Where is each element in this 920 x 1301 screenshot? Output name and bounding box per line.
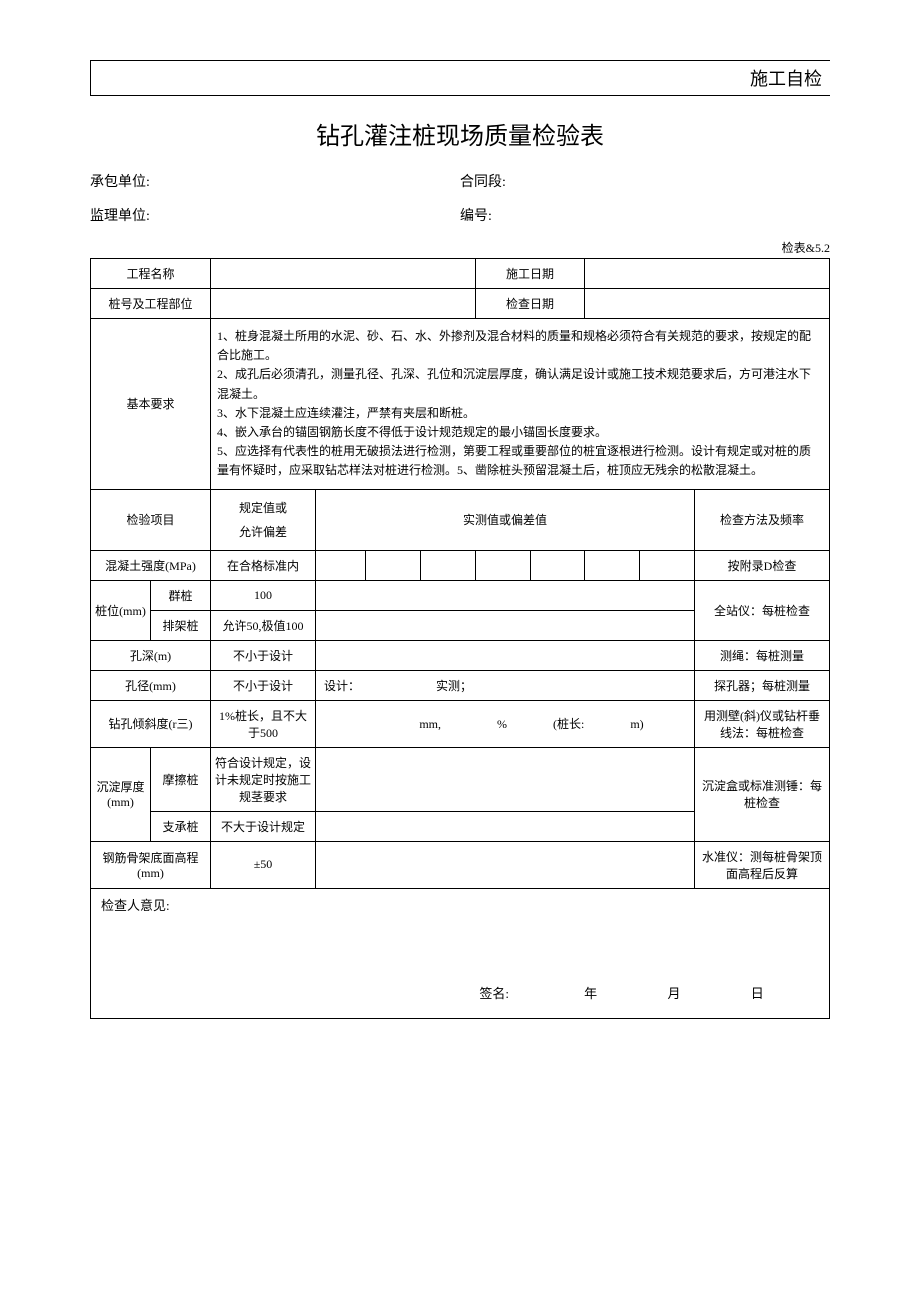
cell-construction-date-label: 施工日期 bbox=[475, 259, 585, 289]
signature-line: 签名: 年 月 日 bbox=[91, 983, 829, 1002]
inc-pilelen-close: m) bbox=[630, 717, 643, 731]
date-labels: 年 月 日 bbox=[519, 983, 829, 1002]
cs-m6[interactable] bbox=[585, 550, 640, 580]
meta-row-2: 监理单位: 编号: bbox=[90, 205, 830, 225]
pp-row: 排架桩 bbox=[151, 610, 211, 640]
sed-end-spec: 不大于设计规定 bbox=[211, 811, 316, 841]
th-spec: 规定值或 允许偏差 bbox=[211, 489, 316, 550]
th-measured: 实测值或偏差值 bbox=[316, 489, 695, 550]
sed-friction-measured[interactable] bbox=[316, 747, 695, 811]
pp-row-measured[interactable] bbox=[316, 610, 695, 640]
cell-project-name-label: 工程名称 bbox=[91, 259, 211, 289]
hd-measured[interactable] bbox=[316, 640, 695, 670]
cs-label: 混凝土强度(MPa) bbox=[91, 550, 211, 580]
year-label: 年 bbox=[584, 983, 597, 1002]
re-method: 水准仪：测每桩骨架顶面高程后反算 bbox=[695, 841, 830, 888]
stamp-box: 施工自检 bbox=[90, 60, 830, 96]
row-pile-no: 桩号及工程部位 检查日期 bbox=[91, 289, 830, 319]
inc-label: 钻孔倾斜度(r三) bbox=[91, 700, 211, 747]
pp-method: 全站仪：每桩检查 bbox=[695, 580, 830, 640]
sed-friction: 摩擦桩 bbox=[151, 747, 211, 811]
sed-label: 沉淀厚度 (mm) bbox=[91, 747, 151, 841]
stamp-text: 施工自检 bbox=[750, 69, 822, 89]
th-method: 检查方法及频率 bbox=[695, 489, 830, 550]
table-number: 检表&5.2 bbox=[90, 239, 830, 256]
sed-method: 沉淀盒或标准测锤：每桩检查 bbox=[695, 747, 830, 841]
hdia-design-label: 设计： bbox=[324, 679, 360, 693]
hd-spec: 不小于设计 bbox=[211, 640, 316, 670]
hdia-measured-label: 实测； bbox=[436, 679, 472, 693]
cs-m1[interactable] bbox=[316, 550, 366, 580]
signature-label: 签名: bbox=[91, 983, 519, 1002]
row-hole-dia: 孔径(mm) 不小于设计 设计： 实测； 探孔器；每桩测量 bbox=[91, 670, 830, 700]
contract-label: 合同段: bbox=[460, 171, 830, 191]
re-measured[interactable] bbox=[316, 841, 695, 888]
inc-pilelen-open: (桩长: bbox=[553, 717, 584, 731]
inspector-title: 检查人意见: bbox=[101, 895, 819, 914]
row-concrete-strength: 混凝土强度(MPa) 在合格标准内 按附录D检查 bbox=[91, 550, 830, 580]
meta-row-1: 承包单位: 合同段: bbox=[90, 171, 830, 191]
inspection-table: 工程名称 施工日期 桩号及工程部位 检查日期 基本要求 1、桩身混凝土所用的水泥… bbox=[90, 258, 830, 889]
inc-method: 用测壁(斜)仪或钻杆垂线法：每桩检查 bbox=[695, 700, 830, 747]
pp-label: 桩位(mm) bbox=[91, 580, 151, 640]
pp-row-spec: 允许50,极值100 bbox=[211, 610, 316, 640]
cell-basic-req-label: 基本要求 bbox=[91, 319, 211, 490]
cs-m4[interactable] bbox=[475, 550, 530, 580]
month-label: 月 bbox=[667, 983, 680, 1002]
hdia-method: 探孔器；每桩测量 bbox=[695, 670, 830, 700]
supervisor-label: 监理单位: bbox=[90, 205, 460, 225]
row-hole-depth: 孔深(m) 不小于设计 测绳：每桩测量 bbox=[91, 640, 830, 670]
inc-measured[interactable]: mm, % (桩长: m) bbox=[316, 700, 695, 747]
re-spec: ±50 bbox=[211, 841, 316, 888]
day-label: 日 bbox=[751, 983, 764, 1002]
cs-method: 按附录D检查 bbox=[695, 550, 830, 580]
row-rebar-elev: 钢筋骨架底面高程 (mm) ±50 水准仪：测每桩骨架顶面高程后反算 bbox=[91, 841, 830, 888]
hdia-measured[interactable]: 设计： 实测； bbox=[316, 670, 695, 700]
inc-pct: % bbox=[497, 717, 507, 731]
pp-group-spec: 100 bbox=[211, 580, 316, 610]
cs-spec: 在合格标准内 bbox=[211, 550, 316, 580]
cell-pile-no-label: 桩号及工程部位 bbox=[91, 289, 211, 319]
sed-end-measured[interactable] bbox=[316, 811, 695, 841]
row-pile-pos-group: 桩位(mm) 群桩 100 全站仪：每桩检查 bbox=[91, 580, 830, 610]
cell-check-date-label: 检查日期 bbox=[475, 289, 585, 319]
number-label: 编号: bbox=[460, 205, 830, 225]
cell-basic-req-text: 1、桩身混凝土所用的水泥、砂、石、水、外掺剂及混合材料的质量和规格必须符合有关规… bbox=[211, 319, 830, 490]
cs-m7[interactable] bbox=[640, 550, 695, 580]
inspector-box: 检查人意见: 签名: 年 月 日 bbox=[90, 889, 830, 1019]
hdia-spec: 不小于设计 bbox=[211, 670, 316, 700]
sed-end: 支承桩 bbox=[151, 811, 211, 841]
cs-m3[interactable] bbox=[420, 550, 475, 580]
re-label: 钢筋骨架底面高程 (mm) bbox=[91, 841, 211, 888]
sed-friction-spec: 符合设计规定，设计未规定时按施工规茎要求 bbox=[211, 747, 316, 811]
inc-mm: mm, bbox=[419, 717, 441, 731]
inc-spec: 1%桩长，且不大于500 bbox=[211, 700, 316, 747]
cs-m5[interactable] bbox=[530, 550, 585, 580]
row-incline: 钻孔倾斜度(r三) 1%桩长，且不大于500 mm, % (桩长: m) 用测壁… bbox=[91, 700, 830, 747]
cell-construction-date-value[interactable] bbox=[585, 259, 830, 289]
hdia-label: 孔径(mm) bbox=[91, 670, 211, 700]
cell-pile-no-value[interactable] bbox=[211, 289, 476, 319]
row-thead: 检验项目 规定值或 允许偏差 实测值或偏差值 检查方法及频率 bbox=[91, 489, 830, 550]
th-item: 检验项目 bbox=[91, 489, 211, 550]
contractor-label: 承包单位: bbox=[90, 171, 460, 191]
pp-group-measured[interactable] bbox=[316, 580, 695, 610]
row-project: 工程名称 施工日期 bbox=[91, 259, 830, 289]
row-basic-req: 基本要求 1、桩身混凝土所用的水泥、砂、石、水、外掺剂及混合材料的质量和规格必须… bbox=[91, 319, 830, 490]
cell-check-date-value[interactable] bbox=[585, 289, 830, 319]
row-sediment-friction: 沉淀厚度 (mm) 摩擦桩 符合设计规定，设计未规定时按施工规茎要求 沉淀盒或标… bbox=[91, 747, 830, 811]
hd-method: 测绳：每桩测量 bbox=[695, 640, 830, 670]
page-title: 钻孔灌注桩现场质量检验表 bbox=[90, 116, 830, 151]
cs-m2[interactable] bbox=[366, 550, 421, 580]
cell-project-name-value[interactable] bbox=[211, 259, 476, 289]
hd-label: 孔深(m) bbox=[91, 640, 211, 670]
pp-group: 群桩 bbox=[151, 580, 211, 610]
